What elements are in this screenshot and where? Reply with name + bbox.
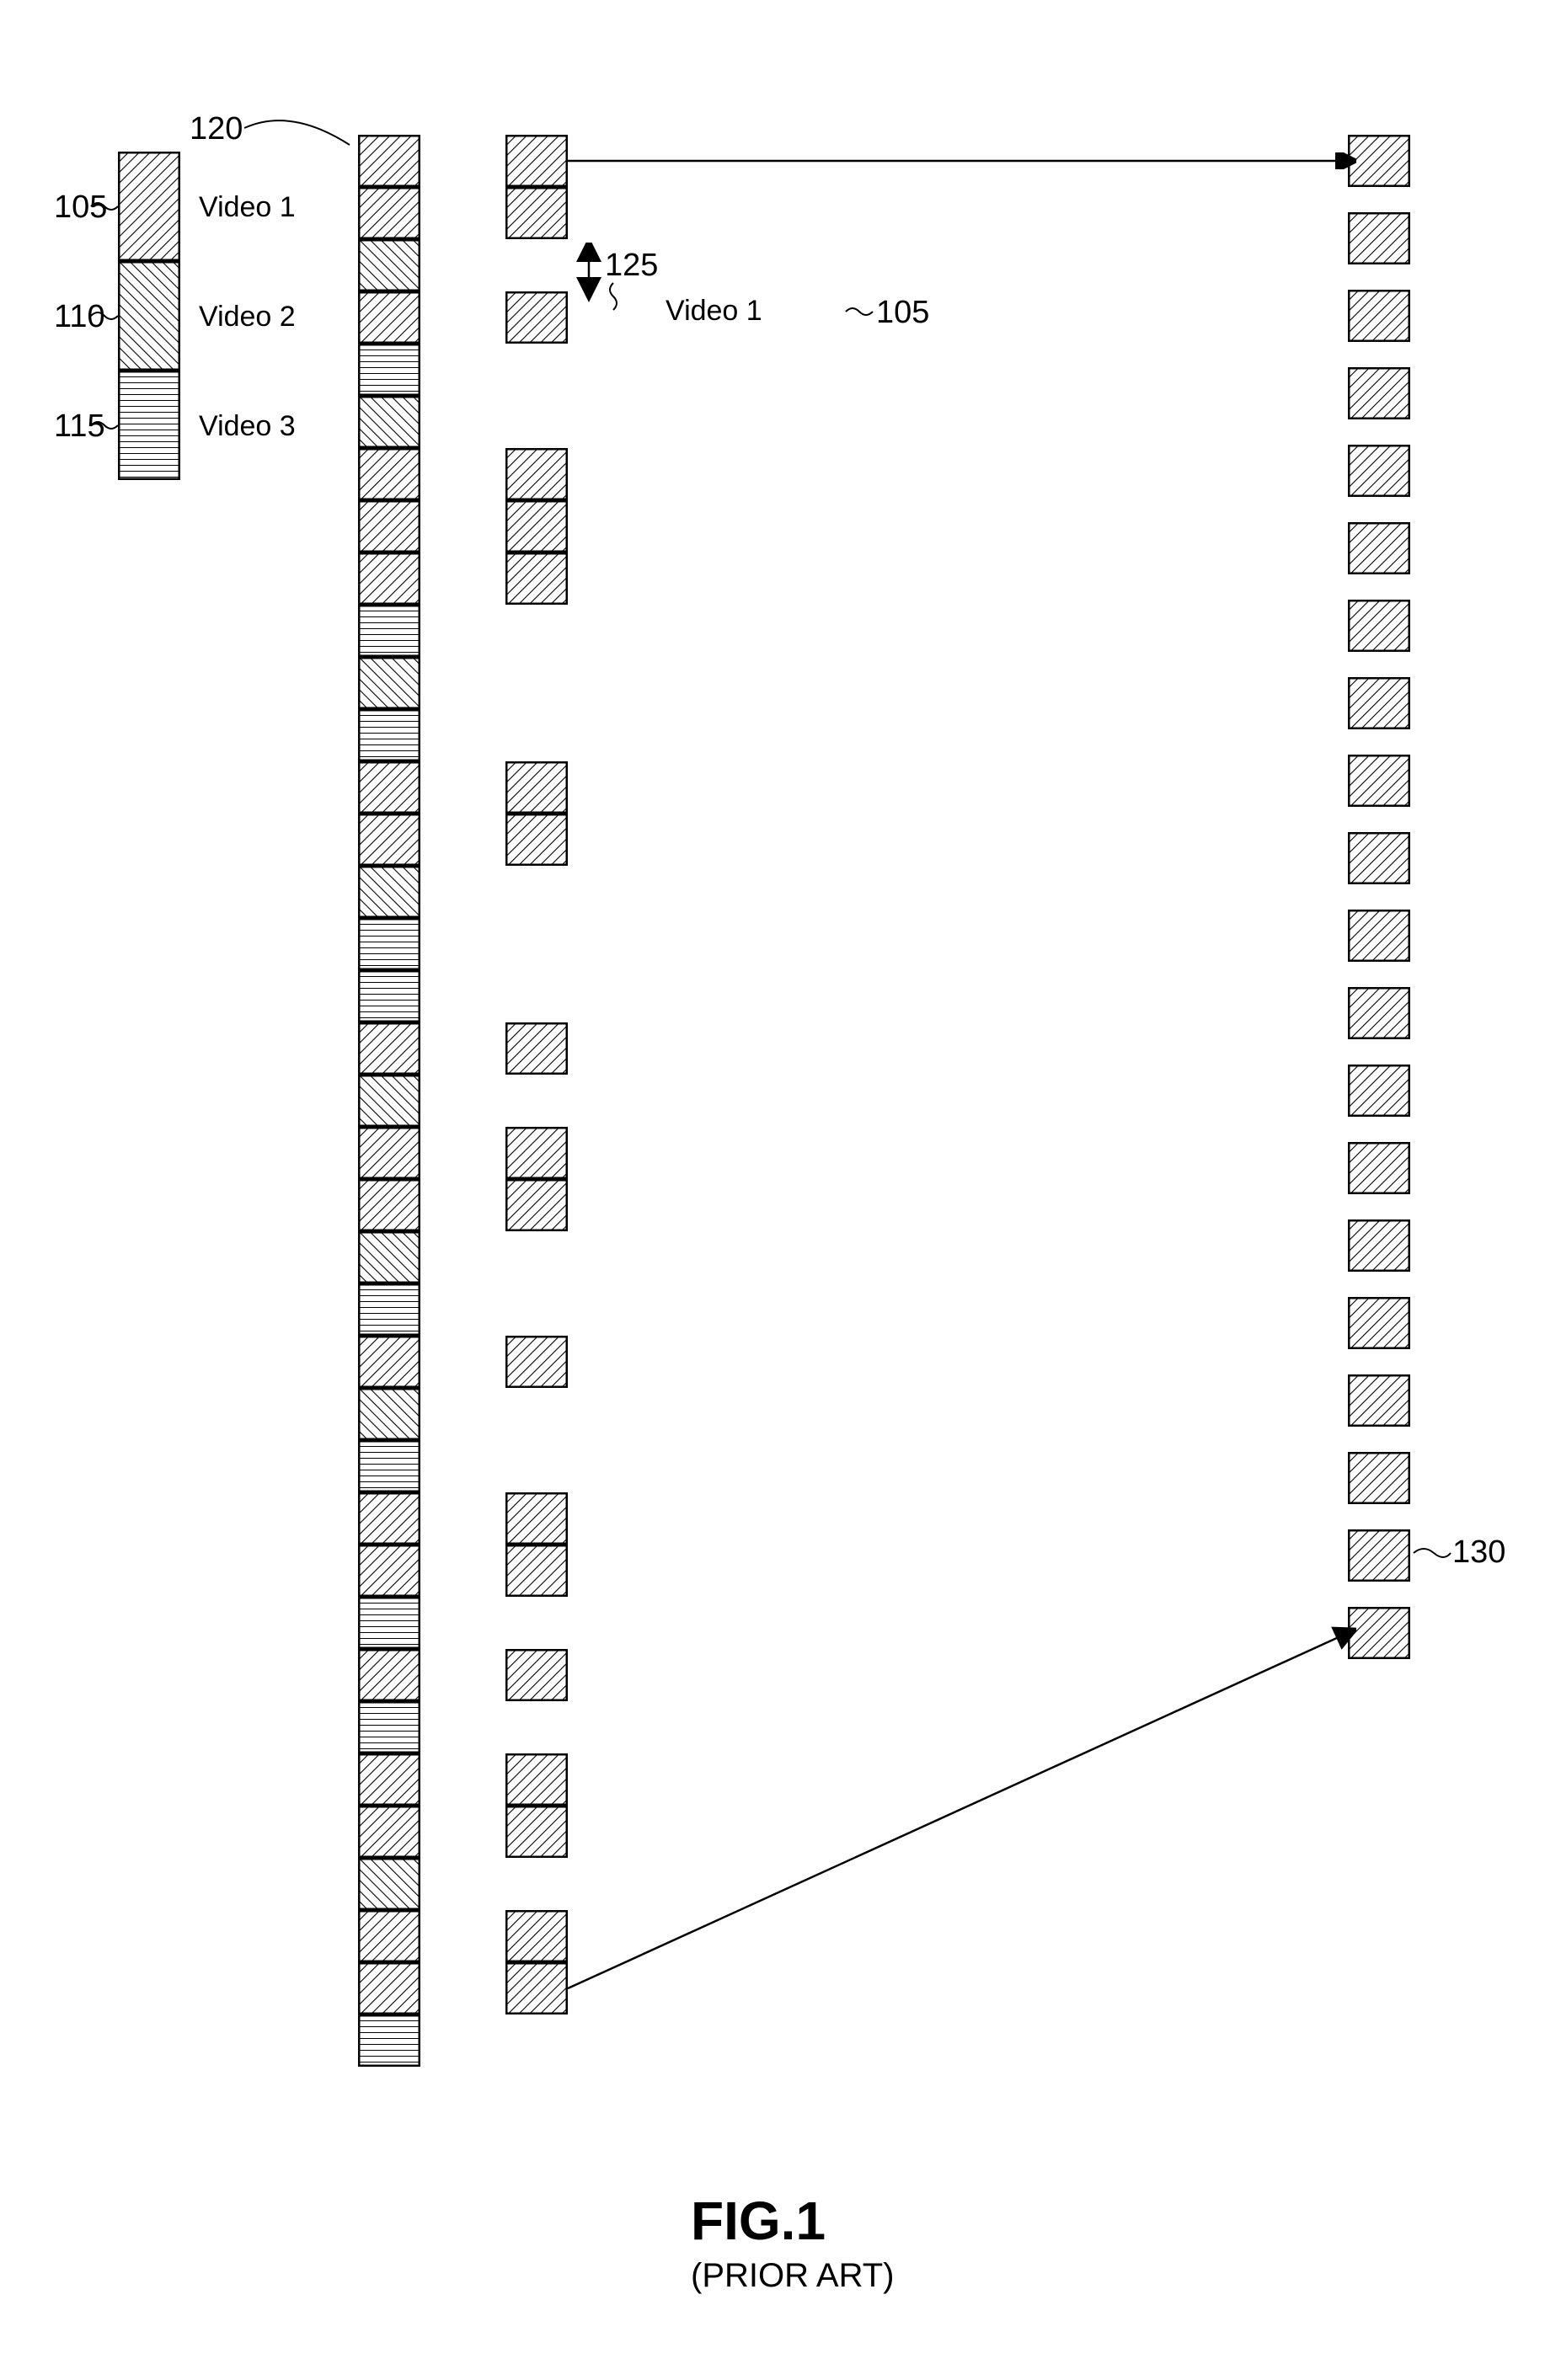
strip-segment (358, 1649, 420, 1701)
video1-extracted-block (505, 1806, 568, 1858)
video1-spaced-block (1348, 290, 1410, 342)
strip-segment (358, 1545, 420, 1597)
video1-spaced-block (1348, 987, 1410, 1039)
legend-block-video-3 (118, 371, 180, 480)
strip-segment (358, 1231, 420, 1283)
video1-extracted-block (505, 135, 568, 187)
strip-segment (358, 500, 420, 552)
mapping-arrow (559, 152, 1356, 169)
strip-segment (358, 291, 420, 344)
video1-spaced-block (1348, 1607, 1410, 1659)
strip-segment (358, 1492, 420, 1545)
video1-spaced-block (1348, 1219, 1410, 1272)
strip-segment (358, 1806, 420, 1858)
video1-spaced-block (1348, 677, 1410, 729)
strip-segment (358, 1440, 420, 1492)
video1-extracted-block (505, 1127, 568, 1179)
figure-title: FIG.1 (691, 2190, 826, 2252)
video1-extracted-block (505, 291, 568, 344)
video1-extracted-block (505, 448, 568, 500)
strip-ref: 120 (190, 111, 243, 147)
strip-segment (358, 396, 420, 448)
strip-segment (358, 552, 420, 605)
video1-spaced-block (1348, 212, 1410, 264)
strip-segment (358, 1179, 420, 1231)
strip-segment (358, 814, 420, 866)
video1-spaced-block (1348, 1452, 1410, 1504)
video1-extracted-block (505, 1649, 568, 1701)
strip-segment (358, 1022, 420, 1075)
video1-spaced-block (1348, 755, 1410, 807)
video1-spaced-block (1348, 1297, 1410, 1349)
video1-spaced-block (1348, 1142, 1410, 1194)
video1-extracted-block (505, 1962, 568, 2014)
strip-segment (358, 344, 420, 396)
legend-label: Video 1 (199, 191, 296, 224)
strip-segment (358, 970, 420, 1022)
strip-segment (358, 448, 420, 500)
strip-segment (358, 1910, 420, 1962)
legend-label: Video 3 (199, 410, 296, 443)
video1-spaced-block (1348, 135, 1410, 187)
video1-extracted-block (505, 1022, 568, 1075)
video1-extracted-block (505, 1545, 568, 1597)
figure-subtitle: (PRIOR ART) (691, 2257, 895, 2295)
video1-spaced-block (1348, 910, 1410, 962)
diagram-canvas: Video 1 105 Video 2 110 Video 3 115 120 Video 1… (34, 34, 1511, 2346)
video1-spaced-block (1348, 1065, 1410, 1117)
legend-block-video-2 (118, 261, 180, 371)
video1-extracted-block (505, 1179, 568, 1231)
video1-extracted-block (505, 500, 568, 552)
strip-segment (358, 918, 420, 970)
strip-segment (358, 239, 420, 291)
video1-spaced-block (1348, 445, 1410, 497)
video1-spaced-block (1348, 600, 1410, 652)
gap-ref: 125 (605, 248, 658, 284)
video1-extracted-block (505, 1336, 568, 1388)
strip-segment (358, 135, 420, 187)
strip-segment (358, 657, 420, 709)
video1-extracted-block (505, 1492, 568, 1545)
legend-block-video-1 (118, 152, 180, 261)
video1-extracted-block (505, 187, 568, 239)
legend-label: Video 2 (199, 301, 296, 334)
video1-spaced-block (1348, 367, 1410, 419)
strip-segment (358, 1701, 420, 1753)
strip-segment (358, 1753, 420, 1806)
strip-segment (358, 1127, 420, 1179)
strip-segment (358, 1388, 420, 1440)
video1-spaced-block (1348, 1374, 1410, 1427)
legend-ref: 115 (54, 408, 105, 445)
video1-spaced-block (1348, 522, 1410, 574)
strip-segment (358, 866, 420, 918)
legend-ref: 110 (54, 299, 105, 335)
video1-spaced-block (1348, 1529, 1410, 1582)
strip-segment (358, 761, 420, 814)
strip-segment (358, 1858, 420, 1910)
strip-segment (358, 709, 420, 761)
strip-segment (358, 1075, 420, 1127)
strip-segment (358, 1962, 420, 2014)
video1-spaced-block (1348, 832, 1410, 884)
video1-extracted-block (505, 1910, 568, 1962)
video1-extracted-block (505, 552, 568, 605)
video1-row-ref: 105 (876, 295, 929, 331)
strip-segment (358, 605, 420, 657)
spaced-row-ref: 130 (1452, 1534, 1505, 1571)
video1-extracted-block (505, 1753, 568, 1806)
strip-segment (358, 187, 420, 239)
video1-extracted-block (505, 761, 568, 814)
strip-segment (358, 1336, 420, 1388)
strip-segment (358, 1597, 420, 1649)
legend-ref: 105 (54, 189, 107, 226)
video1-extracted-block (505, 814, 568, 866)
strip-segment (358, 2014, 420, 2067)
video1-row-label: Video 1 (666, 295, 762, 328)
strip-segment (358, 1283, 420, 1336)
mapping-arrow (559, 1625, 1356, 1997)
